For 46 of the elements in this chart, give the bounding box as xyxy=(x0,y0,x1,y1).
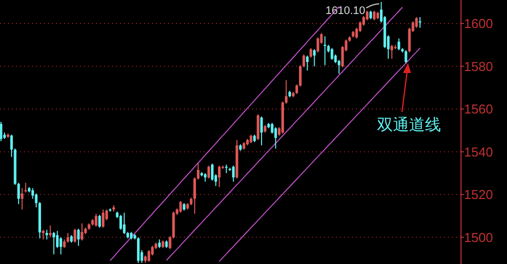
y-tick-label: 1500 xyxy=(464,230,493,245)
candlestick xyxy=(310,48,312,58)
candlestick xyxy=(306,55,309,72)
candlestick xyxy=(137,236,140,264)
candlestick xyxy=(330,48,334,60)
candlestick xyxy=(232,165,235,182)
y-tick-label: 1540 xyxy=(464,144,493,160)
candlestick xyxy=(94,213,98,228)
candlestick xyxy=(148,250,150,262)
candlestick xyxy=(42,229,45,240)
candlestick xyxy=(60,236,62,255)
candlestick xyxy=(210,163,214,182)
candlestick xyxy=(415,16,418,28)
candlestick xyxy=(102,208,104,228)
annotation: 双通道线 xyxy=(377,115,441,134)
candlestick xyxy=(366,10,368,21)
candlestick xyxy=(98,214,101,228)
candlestick xyxy=(207,165,210,179)
candlestick xyxy=(218,165,221,188)
candlestick xyxy=(256,114,260,141)
candlestick xyxy=(80,222,84,241)
y-tick-label: 1560 xyxy=(464,102,493,117)
candlestick xyxy=(324,36,326,66)
candlestick xyxy=(0,121,2,142)
candlestick xyxy=(313,48,316,67)
candlestick xyxy=(179,200,182,214)
candlestick xyxy=(24,182,27,193)
candlestick xyxy=(260,116,263,146)
candlestick xyxy=(52,231,56,255)
candlestick xyxy=(316,36,320,53)
candlestick xyxy=(398,38,400,51)
candlestick xyxy=(372,10,376,21)
candlestick xyxy=(74,228,76,244)
candlestick xyxy=(122,212,126,235)
candlestick xyxy=(20,188,24,210)
candlestick xyxy=(274,126,277,150)
candlestick xyxy=(418,16,422,28)
candlestick xyxy=(119,214,122,230)
candlestick xyxy=(404,50,408,64)
candlestick xyxy=(390,44,394,60)
candlestick xyxy=(77,228,80,246)
y-tick-label: 1580 xyxy=(464,58,493,74)
y-tick-label: 1600 xyxy=(464,16,493,32)
y-tick-label: 1520 xyxy=(464,187,493,202)
candlestick xyxy=(45,229,48,240)
candlestick xyxy=(48,225,52,238)
